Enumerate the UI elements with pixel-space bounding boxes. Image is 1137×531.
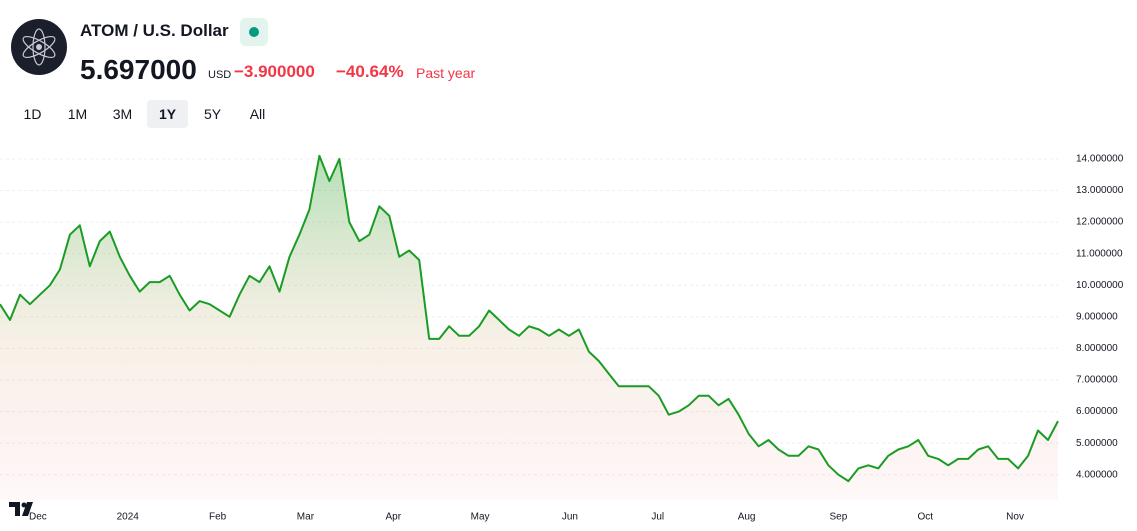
change: −3.900000: [234, 62, 315, 81]
logo: [11, 19, 67, 75]
y-tick-label: 10.000000: [1076, 280, 1124, 291]
x-tick-label: Aug: [738, 512, 756, 523]
x-tick-label: Dec: [29, 512, 47, 523]
price: 5.697000: [80, 54, 197, 85]
y-tick-label: 6.000000: [1076, 406, 1118, 417]
tv-logo: [9, 502, 33, 516]
y-tick-label: 11.000000: [1076, 248, 1123, 259]
y-tick-label: 14.000000: [1076, 154, 1124, 165]
title: ATOM / U.S. Dollar: [80, 21, 229, 40]
price-line: [0, 154, 1059, 483]
x-tick-label: Oct: [917, 512, 933, 523]
tabs: 1D 1M 3M 1Y 5Y All: [12, 100, 278, 128]
x-tick-label: 2024: [117, 512, 140, 523]
y-tick-label: 8.000000: [1076, 343, 1118, 354]
y-tick-label: 5.000000: [1076, 438, 1118, 449]
y-tick-label: 4.000000: [1076, 469, 1118, 480]
change-percent: −40.64%: [336, 62, 404, 81]
x-tick-label: Nov: [1006, 512, 1024, 523]
y-tick-label: 13.000000: [1076, 185, 1124, 196]
x-tick-label: Jun: [562, 512, 578, 523]
range-tab[interactable]: 5Y: [203, 106, 222, 122]
area-fill: [0, 155, 1058, 501]
status-badge: [240, 18, 268, 46]
y-tick-label: 12.000000: [1076, 217, 1124, 228]
period: Past year: [416, 65, 476, 81]
currency: USD: [208, 69, 232, 81]
range-tab[interactable]: 1Y: [147, 100, 188, 128]
y-tick-label: 7.000000: [1076, 375, 1118, 386]
x-tick-label: Sep: [830, 512, 848, 523]
x-tick-label: Apr: [385, 512, 401, 523]
x-tick-label: Mar: [297, 512, 315, 523]
range-tab[interactable]: 1M: [67, 106, 88, 122]
x-tick-label: May: [471, 512, 490, 523]
range-tab[interactable]: 1D: [23, 106, 42, 122]
y-tick-label: 9.000000: [1076, 311, 1118, 322]
x-tick-label: Feb: [209, 512, 227, 523]
range-tab[interactable]: 3M: [112, 106, 133, 122]
x-tick-label: Jul: [651, 512, 664, 523]
range-tab[interactable]: All: [249, 106, 266, 122]
